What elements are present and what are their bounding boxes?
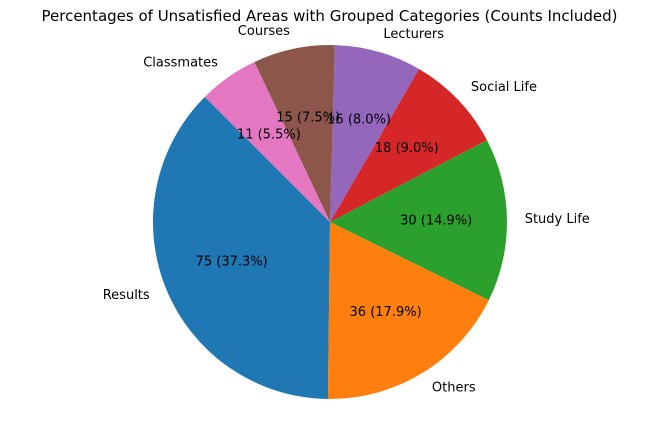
pie-label-social-life: Social Life	[471, 80, 537, 95]
pie-slice-study-life	[330, 140, 507, 301]
pie-slice-others	[327, 222, 489, 400]
pie-label-lecturers: Lecturers	[383, 27, 444, 42]
pie-slices	[152, 45, 507, 400]
pie-label-courses: Courses	[238, 24, 290, 39]
pie-label-classmates: Classmates	[143, 55, 218, 70]
chart-title: Percentages of Unsatisfied Areas with Gr…	[42, 7, 618, 25]
pie-value-label-others: 36 (17.9%)	[350, 305, 422, 320]
pie-value-label-classmates: 11 (5.5%)	[237, 128, 301, 143]
pie-label-results: Results	[103, 288, 150, 303]
pie-value-label-study-life: 30 (14.9%)	[400, 213, 472, 228]
pie-label-others: Others	[432, 380, 476, 395]
pie-value-label-lecturers: 16 (8.0%)	[327, 112, 391, 127]
pie-value-label-results: 75 (37.3%)	[196, 255, 268, 270]
pie-slice-courses	[254, 45, 335, 222]
pie-labels: Results Others Study Life Social Life Lectur…	[103, 24, 590, 395]
pie-slice-results	[152, 96, 330, 399]
pie-label-study-life: Study Life	[525, 212, 590, 227]
pie-value-label-courses: 15 (7.5%)	[276, 111, 340, 126]
pie-value-label-social-life: 18 (9.0%)	[375, 141, 439, 156]
pie-slice-social-life	[330, 69, 487, 222]
pie-slice-lecturers	[330, 45, 420, 222]
pie-slice-classmates	[204, 61, 330, 223]
